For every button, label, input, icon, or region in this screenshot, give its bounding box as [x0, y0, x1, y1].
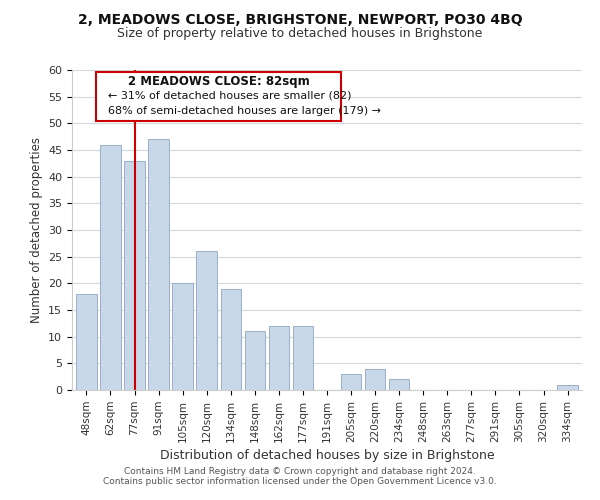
Bar	[196, 252, 217, 390]
Text: 2 MEADOWS CLOSE: 82sqm: 2 MEADOWS CLOSE: 82sqm	[128, 76, 310, 88]
Bar	[100, 144, 121, 390]
Bar	[172, 284, 193, 390]
Text: 68% of semi-detached houses are larger (179) →: 68% of semi-detached houses are larger (…	[108, 106, 381, 117]
Bar	[557, 384, 578, 390]
Bar	[221, 288, 241, 390]
Bar	[341, 374, 361, 390]
Text: Contains HM Land Registry data © Crown copyright and database right 2024.: Contains HM Land Registry data © Crown c…	[124, 467, 476, 476]
Y-axis label: Number of detached properties: Number of detached properties	[29, 137, 43, 323]
Bar	[245, 332, 265, 390]
Bar	[293, 326, 313, 390]
Text: ← 31% of detached houses are smaller (82): ← 31% of detached houses are smaller (82…	[108, 90, 352, 101]
Bar	[365, 368, 385, 390]
Bar	[389, 380, 409, 390]
Text: Size of property relative to detached houses in Brighstone: Size of property relative to detached ho…	[118, 28, 482, 40]
X-axis label: Distribution of detached houses by size in Brighstone: Distribution of detached houses by size …	[160, 449, 494, 462]
Bar	[269, 326, 289, 390]
Text: 2, MEADOWS CLOSE, BRIGHSTONE, NEWPORT, PO30 4BQ: 2, MEADOWS CLOSE, BRIGHSTONE, NEWPORT, P…	[77, 12, 523, 26]
Bar	[76, 294, 97, 390]
FancyBboxPatch shape	[96, 72, 341, 121]
Text: Contains public sector information licensed under the Open Government Licence v3: Contains public sector information licen…	[103, 477, 497, 486]
Bar	[124, 160, 145, 390]
Bar	[148, 140, 169, 390]
